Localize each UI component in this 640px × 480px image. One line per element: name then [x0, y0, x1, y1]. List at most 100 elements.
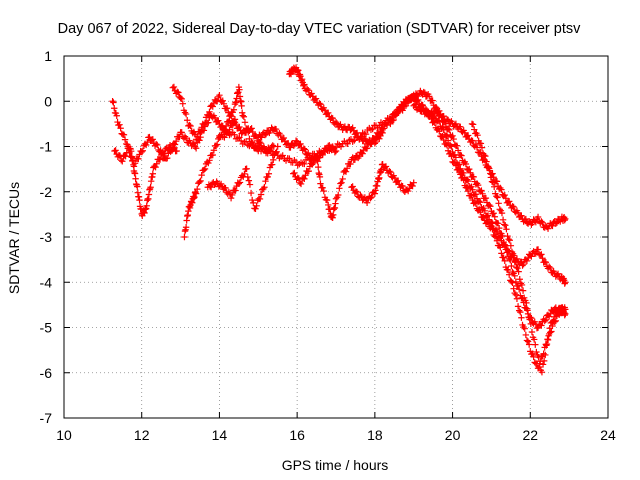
data-point — [221, 126, 229, 133]
data-point — [474, 131, 481, 139]
data-point — [486, 201, 493, 209]
data-point — [440, 112, 447, 120]
data-point — [363, 145, 371, 152]
data-point — [147, 184, 154, 191]
data-point — [116, 121, 123, 128]
data-point — [123, 149, 130, 156]
y-axis-label: SDTVAR / TECUs — [6, 182, 22, 294]
data-point — [510, 285, 517, 292]
data-point — [196, 137, 203, 144]
data-point — [443, 132, 451, 140]
data-point — [228, 191, 236, 199]
data-point — [192, 136, 200, 143]
y-tick-label: -3 — [40, 229, 53, 245]
data-point — [466, 165, 473, 173]
data-point — [515, 268, 522, 275]
data-point — [197, 128, 204, 135]
data-point — [179, 100, 186, 107]
data-point — [390, 116, 397, 124]
data-point — [236, 86, 243, 93]
data-point — [236, 134, 243, 141]
data-point — [414, 92, 422, 100]
x-tick-labels: 10 12 14 16 18 20 22 24 — [56, 427, 616, 443]
data-point — [525, 341, 533, 348]
data-point — [164, 154, 171, 162]
data-point — [461, 129, 468, 137]
data-point — [505, 235, 512, 243]
data-point — [505, 271, 513, 278]
data-point — [248, 196, 256, 204]
data-point — [351, 156, 359, 163]
data-point — [521, 325, 528, 332]
data-point — [522, 215, 530, 223]
data-point — [297, 140, 304, 148]
data-point — [474, 181, 482, 189]
data-point — [523, 337, 531, 344]
data-point — [112, 147, 119, 154]
data-point — [241, 119, 249, 126]
data-point — [453, 142, 461, 149]
data-point — [549, 222, 556, 230]
data-point — [429, 97, 436, 104]
data-point — [349, 183, 356, 190]
data-point — [121, 136, 129, 143]
data-point — [198, 171, 205, 179]
data-point — [262, 177, 269, 185]
data-point — [539, 361, 547, 368]
data-point — [329, 115, 336, 122]
data-point — [469, 137, 476, 145]
data-point — [134, 183, 141, 190]
data-point — [111, 105, 118, 112]
data-point — [315, 163, 322, 171]
data-point — [484, 163, 491, 170]
data-point — [192, 190, 200, 197]
data-point — [509, 203, 516, 210]
data-series-track-4 — [181, 83, 262, 241]
data-point — [440, 126, 447, 134]
data-point — [152, 140, 160, 148]
data-series-group — [109, 64, 569, 376]
data-point — [394, 177, 402, 184]
data-point — [369, 125, 376, 133]
data-point — [235, 180, 243, 187]
data-point — [277, 131, 284, 139]
data-point — [444, 116, 452, 124]
data-point — [332, 119, 340, 126]
data-point — [201, 165, 209, 173]
data-point — [181, 233, 188, 241]
data-point — [296, 179, 304, 187]
data-point — [434, 117, 442, 124]
data-point — [240, 113, 248, 120]
data-point — [539, 255, 546, 262]
data-point — [245, 129, 252, 136]
data-point — [205, 112, 212, 119]
data-point — [308, 90, 315, 97]
data-point — [496, 224, 503, 232]
x-tick-label: 18 — [367, 427, 383, 443]
data-series-track-8 — [286, 64, 386, 148]
data-point — [454, 147, 462, 154]
data-point — [498, 209, 506, 217]
data-point — [244, 173, 251, 181]
data-point — [411, 101, 419, 108]
data-point — [548, 328, 555, 335]
data-point — [256, 138, 263, 146]
data-point — [542, 316, 550, 324]
data-point — [485, 164, 492, 171]
data-point — [478, 144, 486, 151]
data-point — [479, 190, 486, 197]
data-point — [402, 100, 410, 107]
data-point — [458, 152, 465, 159]
data-point — [149, 170, 157, 177]
data-point — [321, 107, 329, 114]
data-point — [502, 195, 510, 202]
data-point — [493, 193, 500, 200]
data-point — [501, 257, 508, 265]
data-point — [343, 165, 351, 172]
data-point — [500, 254, 507, 261]
data-point — [501, 191, 508, 199]
data-point — [541, 317, 548, 325]
data-point — [177, 94, 184, 102]
data-point — [261, 131, 269, 139]
data-point — [368, 193, 375, 201]
